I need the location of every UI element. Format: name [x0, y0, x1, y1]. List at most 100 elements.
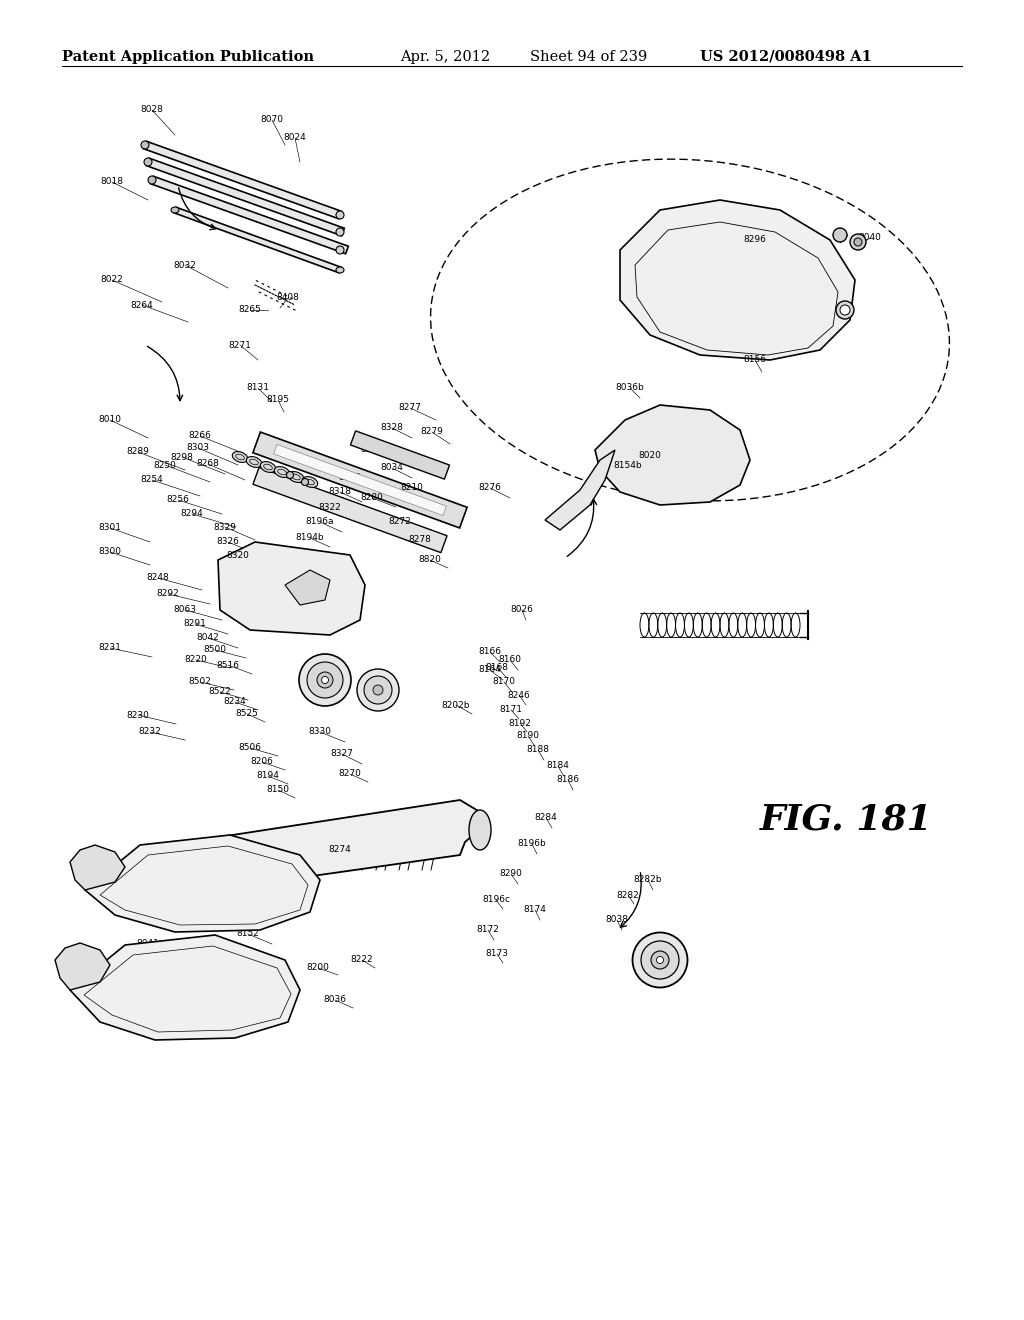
Polygon shape: [253, 467, 447, 553]
Ellipse shape: [357, 669, 399, 711]
Text: 8196c: 8196c: [482, 895, 510, 904]
Text: 8200: 8200: [306, 964, 330, 973]
Text: 8254: 8254: [140, 475, 164, 484]
Text: 8298: 8298: [171, 453, 194, 462]
Text: 8170: 8170: [493, 677, 515, 686]
Text: 8522: 8522: [209, 688, 231, 697]
Polygon shape: [174, 207, 341, 273]
Text: 8280: 8280: [360, 494, 383, 503]
Ellipse shape: [141, 141, 150, 149]
Text: 8041: 8041: [136, 940, 160, 949]
Text: 8036: 8036: [324, 995, 346, 1005]
Text: 8408: 8408: [276, 293, 299, 302]
Text: 8168: 8168: [485, 663, 509, 672]
Ellipse shape: [850, 234, 866, 249]
Text: 8230: 8230: [127, 710, 150, 719]
Ellipse shape: [364, 676, 392, 704]
Ellipse shape: [260, 462, 275, 473]
Text: 8158: 8158: [230, 964, 254, 973]
Text: 8284: 8284: [535, 813, 557, 822]
Text: 8156: 8156: [743, 355, 767, 364]
Text: 8274: 8274: [329, 846, 351, 854]
Ellipse shape: [232, 451, 248, 462]
Text: 8196a: 8196a: [306, 517, 334, 527]
Text: 8272: 8272: [389, 517, 412, 527]
Polygon shape: [620, 201, 855, 360]
Text: 8506: 8506: [239, 743, 261, 752]
Polygon shape: [200, 800, 485, 892]
Text: 8516: 8516: [216, 660, 240, 669]
Ellipse shape: [301, 479, 308, 486]
Polygon shape: [273, 445, 446, 516]
Text: 8289: 8289: [127, 447, 150, 457]
Ellipse shape: [336, 246, 344, 253]
Ellipse shape: [274, 466, 290, 478]
Ellipse shape: [287, 471, 294, 479]
Text: 8171: 8171: [500, 705, 522, 714]
Text: 8166: 8166: [478, 648, 502, 656]
Ellipse shape: [171, 207, 179, 213]
Text: 8322: 8322: [318, 503, 341, 512]
Text: 8202b: 8202b: [441, 701, 470, 710]
Text: 8042: 8042: [197, 634, 219, 643]
Text: 8231: 8231: [98, 644, 122, 652]
Text: 8330: 8330: [308, 727, 332, 737]
Ellipse shape: [307, 663, 343, 698]
Text: 8264: 8264: [131, 301, 154, 309]
Polygon shape: [350, 430, 450, 479]
Polygon shape: [70, 935, 300, 1040]
Ellipse shape: [840, 305, 850, 315]
Text: 8332: 8332: [339, 473, 361, 482]
Polygon shape: [218, 543, 365, 635]
Text: 8192: 8192: [509, 718, 531, 727]
Text: 8294: 8294: [180, 510, 204, 519]
Polygon shape: [151, 177, 348, 253]
Polygon shape: [143, 141, 341, 219]
Text: 8296: 8296: [743, 235, 766, 244]
Text: 8266: 8266: [188, 432, 211, 441]
Text: 8329: 8329: [214, 523, 237, 532]
Text: 8152: 8152: [237, 929, 259, 939]
Text: 8327: 8327: [331, 750, 353, 759]
Text: 8282: 8282: [616, 891, 639, 899]
Text: 8277: 8277: [398, 404, 422, 412]
Ellipse shape: [656, 957, 664, 964]
Text: 8196b: 8196b: [517, 840, 547, 849]
Text: 8293: 8293: [121, 909, 143, 919]
Polygon shape: [55, 942, 110, 990]
Polygon shape: [70, 845, 125, 890]
Text: 8010: 8010: [98, 416, 122, 425]
Text: 8038: 8038: [605, 916, 629, 924]
Text: 8328: 8328: [381, 424, 403, 433]
Ellipse shape: [469, 810, 490, 850]
Text: 8220: 8220: [184, 656, 208, 664]
Text: 8210: 8210: [400, 483, 424, 492]
Text: 8278: 8278: [409, 536, 431, 544]
Text: 8040: 8040: [858, 234, 882, 243]
Polygon shape: [545, 450, 615, 531]
Text: 8290: 8290: [500, 870, 522, 879]
Text: 8018: 8018: [100, 177, 124, 186]
Text: 8154: 8154: [251, 999, 273, 1008]
Text: 8024: 8024: [284, 133, 306, 143]
Text: 8184: 8184: [547, 762, 569, 771]
Ellipse shape: [833, 228, 847, 242]
Ellipse shape: [322, 676, 329, 684]
Text: 8030: 8030: [111, 890, 133, 899]
Ellipse shape: [299, 653, 351, 706]
Text: 8303: 8303: [186, 444, 210, 453]
Text: 8265: 8265: [239, 305, 261, 314]
Text: 8291: 8291: [183, 619, 207, 628]
Text: 8150: 8150: [266, 785, 290, 795]
Text: 8320: 8320: [226, 550, 250, 560]
Text: 8195: 8195: [266, 396, 290, 404]
Text: 8070: 8070: [260, 116, 284, 124]
Polygon shape: [253, 432, 467, 528]
Text: 8500: 8500: [204, 645, 226, 655]
Ellipse shape: [144, 158, 152, 166]
Ellipse shape: [633, 932, 687, 987]
Text: 8250: 8250: [154, 461, 176, 470]
Ellipse shape: [854, 238, 862, 246]
Ellipse shape: [836, 301, 854, 319]
Text: 8194b: 8194b: [296, 533, 325, 543]
